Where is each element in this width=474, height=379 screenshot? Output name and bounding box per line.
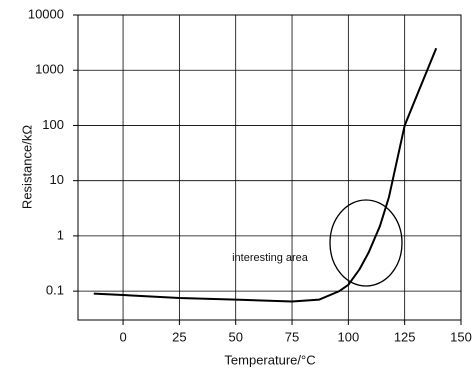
y-tick-label: 1000 xyxy=(35,62,64,77)
x-tick-label: 100 xyxy=(338,329,360,344)
plot-frame xyxy=(77,14,462,321)
data-line xyxy=(93,47,438,303)
y-tick-label: 1 xyxy=(57,227,64,242)
x-tick-label: 25 xyxy=(172,329,186,344)
y-tick-label: 10000 xyxy=(28,6,64,21)
annotation: interesting area xyxy=(232,252,309,264)
x-tick-label: 75 xyxy=(285,329,299,344)
x-tick-label: 150 xyxy=(450,329,472,344)
x-axis-label: Temperature/°C xyxy=(224,352,315,367)
x-tick-label: 125 xyxy=(394,329,416,344)
y-axis-label: Resistance/kΩ xyxy=(19,125,34,209)
y-tick-label: 100 xyxy=(42,117,64,132)
x-tick-label: 50 xyxy=(228,329,242,344)
highlight-ellipse xyxy=(329,199,403,287)
x-tick-label: 0 xyxy=(119,329,126,344)
y-tick-label: 10 xyxy=(50,172,64,187)
y-tick-label: 0.1 xyxy=(46,283,64,298)
